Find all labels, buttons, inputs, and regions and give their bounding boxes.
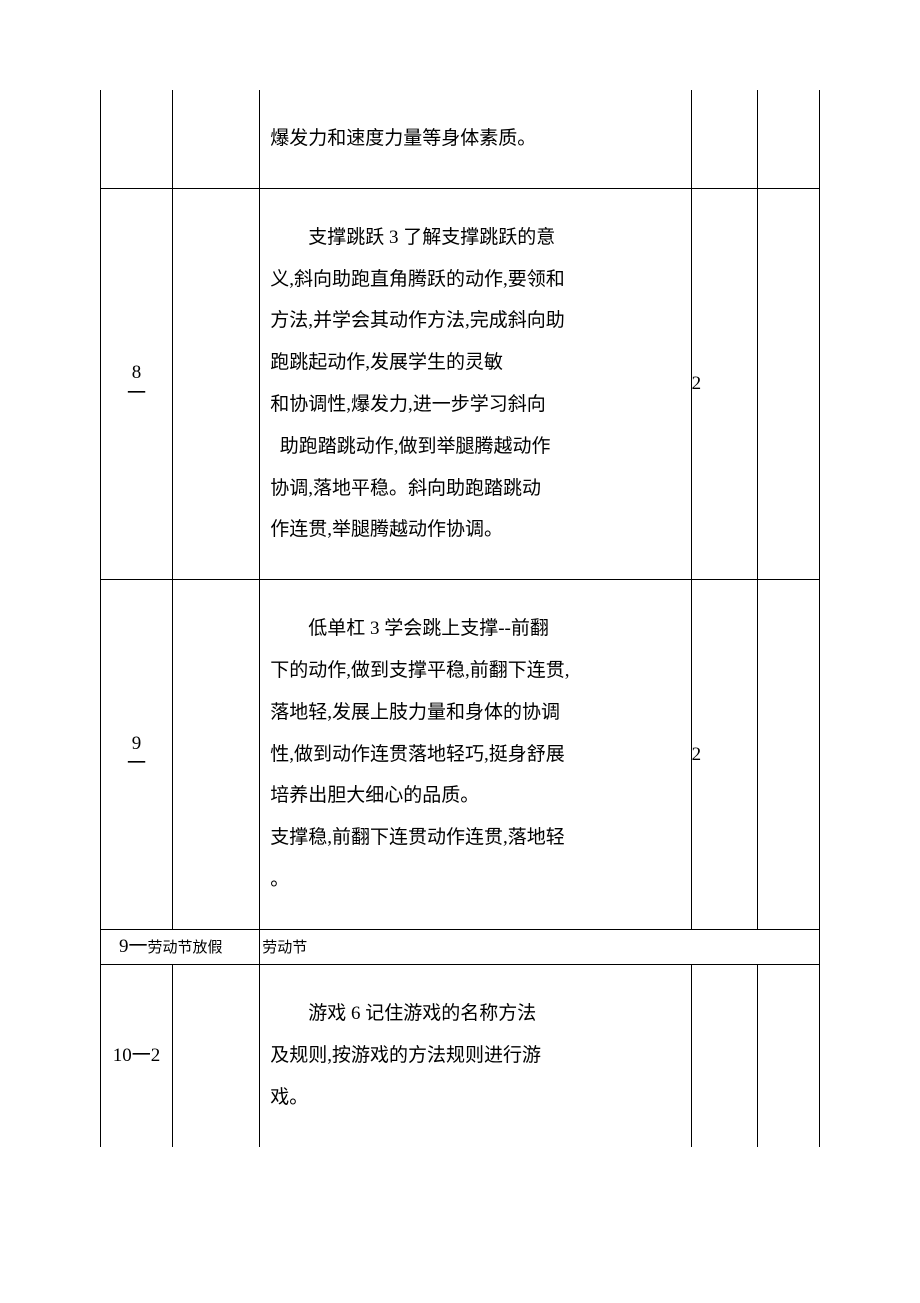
cell-empty	[172, 580, 259, 930]
count-value: 2	[692, 373, 702, 394]
cell-empty	[758, 90, 820, 188]
cell-num: 8 一	[101, 188, 173, 579]
dash-mark: 一	[127, 754, 146, 775]
cell-num: 9 一	[101, 580, 173, 930]
count-value: 2	[692, 744, 702, 765]
content-text: 和协调性,爆发力,进一步学习斜向	[270, 384, 674, 426]
cell-content: 低单杠 3 学会跳上支撑--前翻 下的动作,做到支撑平稳,前翻下连贯, 落地轻,…	[260, 580, 691, 930]
cell-empty	[172, 90, 259, 188]
content-text: 助跑踏跳动作,做到举腿腾越动作	[270, 426, 674, 468]
content-text: 支撑跳跃 3 了解支撑跳跃的意	[270, 217, 674, 259]
cell-empty	[758, 188, 820, 579]
cell-empty	[758, 965, 820, 1147]
content-text: 义,斜向助跑直角腾跃的动作,要领和	[270, 259, 674, 301]
curriculum-table: 爆发力和速度力量等身体素质。 8 一 支撑跳跃 3 了解支撑跳跃的意 义,斜向助…	[100, 90, 820, 1147]
dash-mark: 一	[132, 1045, 151, 1066]
cell-count	[691, 90, 758, 188]
content-text: 跑跳起动作,发展学生的灵敏	[270, 342, 674, 384]
content-text: 培养出胆大细心的品质。	[270, 775, 674, 817]
content-text: 落地轻,发展上肢力量和身体的协调	[270, 692, 674, 734]
table-row: 8 一 支撑跳跃 3 了解支撑跳跃的意 义,斜向助跑直角腾跃的动作,要领和 方法…	[101, 188, 820, 579]
cell-count: 2	[691, 188, 758, 579]
cell-num: 10一2	[101, 965, 173, 1147]
page-container: 爆发力和速度力量等身体素质。 8 一 支撑跳跃 3 了解支撑跳跃的意 义,斜向助…	[0, 0, 920, 1207]
content-text: 协调,落地平稳。斜向助跑踏跳动	[270, 468, 674, 510]
row-number: 10	[113, 1045, 132, 1066]
content-text: 。	[270, 859, 674, 901]
content-text: 戏。	[270, 1077, 674, 1119]
cell-empty	[172, 188, 259, 579]
cell-holiday-right: 劳动节	[260, 929, 820, 964]
cell-holiday-left: 9一劳动节放假	[101, 929, 260, 964]
dash-mark: 一	[129, 936, 148, 957]
cell-count: 2	[691, 580, 758, 930]
content-text: 游戏 6 记住游戏的名称方法	[270, 993, 674, 1035]
row-number: 9	[119, 936, 129, 957]
content-text: 爆发力和速度力量等身体素质。	[270, 118, 674, 160]
table-row-holiday: 9一劳动节放假 劳动节	[101, 929, 820, 964]
table-row: 10一2 游戏 6 记住游戏的名称方法 及规则,按游戏的方法规则进行游 戏。	[101, 965, 820, 1147]
content-text: 作连贯,举腿腾越动作协调。	[270, 509, 674, 551]
cell-content: 游戏 6 记住游戏的名称方法 及规则,按游戏的方法规则进行游 戏。	[260, 965, 691, 1147]
content-text: 及规则,按游戏的方法规则进行游	[270, 1035, 674, 1077]
cell-content: 爆发力和速度力量等身体素质。	[260, 90, 691, 188]
table-row: 9 一 低单杠 3 学会跳上支撑--前翻 下的动作,做到支撑平稳,前翻下连贯, …	[101, 580, 820, 930]
row-number: 9	[132, 734, 142, 755]
dash-mark: 一	[127, 384, 146, 405]
cell-count	[691, 965, 758, 1147]
cell-empty	[758, 580, 820, 930]
content-text: 支撑稳,前翻下连贯动作连贯,落地轻	[270, 817, 674, 859]
holiday-label: 劳动节放假	[148, 940, 223, 956]
table-row: 爆发力和速度力量等身体素质。	[101, 90, 820, 188]
holiday-label: 劳动节	[262, 940, 307, 956]
cell-empty	[172, 965, 259, 1147]
content-text: 性,做到动作连贯落地轻巧,挺身舒展	[270, 734, 674, 776]
cell-num	[101, 90, 173, 188]
row-number: 8	[132, 363, 142, 384]
cell-content: 支撑跳跃 3 了解支撑跳跃的意 义,斜向助跑直角腾跃的动作,要领和 方法,并学会…	[260, 188, 691, 579]
row-extra: 2	[151, 1045, 161, 1066]
content-text: 方法,并学会其动作方法,完成斜向助	[270, 300, 674, 342]
content-text: 低单杠 3 学会跳上支撑--前翻	[270, 608, 674, 650]
content-text: 下的动作,做到支撑平稳,前翻下连贯,	[270, 650, 674, 692]
